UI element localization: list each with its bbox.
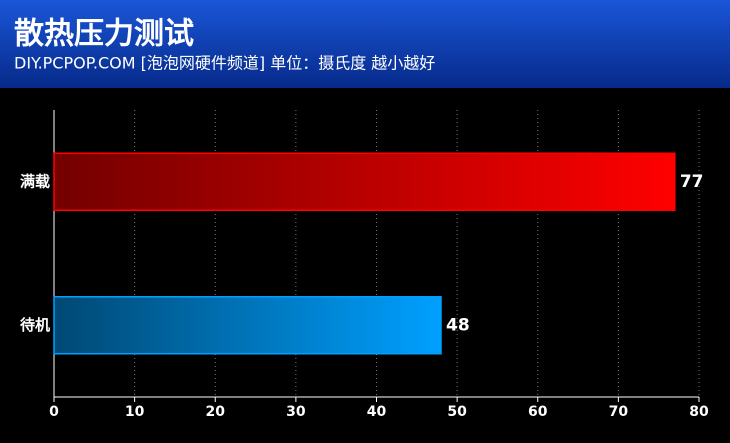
bar: [53, 296, 442, 355]
header: [0, 0, 730, 88]
y-tick-label: 待机: [20, 316, 50, 334]
x-tick-label: 60: [528, 404, 548, 420]
x-tick-label: 80: [689, 404, 709, 420]
bar: [53, 152, 676, 211]
value-label: 48: [446, 315, 470, 335]
y-tick-label: 满载: [20, 172, 50, 190]
x-tick-label: 70: [609, 404, 629, 420]
x-tick-label: 20: [206, 404, 226, 420]
x-tick-label: 50: [447, 404, 467, 420]
x-tick-label: 10: [125, 404, 145, 420]
chart-subtitle: DIY.PCPOP.COM [泡泡网硬件频道] 单位：摄氏度 越小越好: [14, 54, 435, 73]
x-tick-label: 30: [286, 404, 306, 420]
x-tick-label: 0: [49, 404, 59, 420]
chart-title: 散热压力测试: [14, 17, 194, 52]
value-label: 77: [680, 172, 704, 192]
x-tick-label: 40: [367, 404, 387, 420]
